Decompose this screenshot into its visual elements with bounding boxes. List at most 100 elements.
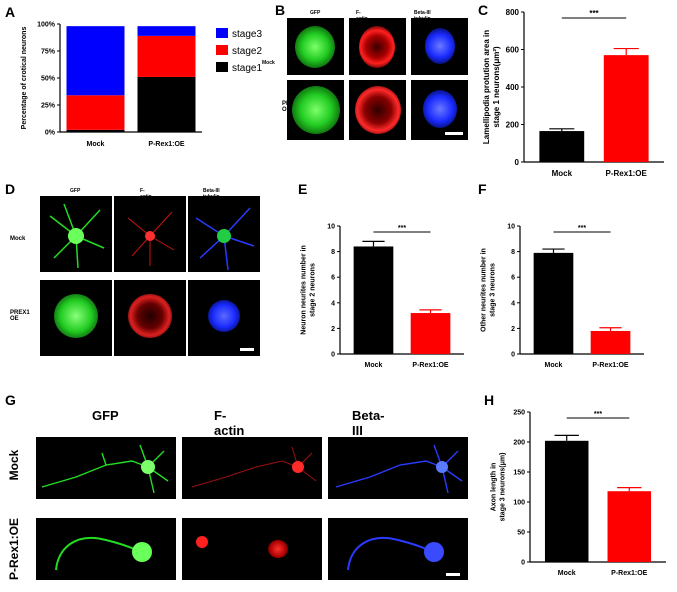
chart-a-y-label-text: Percentage of crotical neurons [21, 27, 28, 130]
d-oe-factin-image [114, 280, 186, 356]
panel-letter-f: F [478, 181, 487, 197]
d-oe-gfp-image [40, 280, 112, 356]
chart-f-x-tick-label: Mock [545, 362, 563, 369]
panel-letter-a: A [5, 4, 16, 20]
chart-c-x-tick-label: P-Rex1:OE [606, 169, 648, 178]
chart-f-bar-mock [533, 252, 574, 354]
d-mock-factin-image [114, 196, 186, 272]
chart-c-significance-label: *** [589, 9, 599, 18]
chart-e-y-tick-label: 0 [331, 351, 335, 358]
chart-c-bar-oe [603, 55, 649, 162]
b-mock-tubulin-image [411, 18, 468, 75]
chart-c-y-label-text: stage 1 neurons(μm²) [492, 46, 501, 128]
g-row-label-prex1-oe: P-Rex1:OE [7, 517, 21, 581]
panel-letter-d: D [5, 181, 16, 197]
b-row-label-mock: Mock [262, 60, 275, 66]
chart-c-y-label-text: Lamellipodia protution area in [482, 30, 491, 144]
chart-a-bar-stage1 [66, 129, 125, 132]
chart-h-y-tick-label: 150 [513, 469, 525, 476]
chart-a-y-tick-label: 25% [41, 103, 56, 110]
chart-e-y-tick-label: 6 [331, 275, 335, 282]
d-scale-bar [240, 348, 254, 351]
b-col-label-gfp: GFP [310, 10, 321, 16]
chart-a-legend-swatch [216, 28, 228, 38]
chart-h-y-label-text: Axon length in [491, 463, 498, 512]
g-mock-tubulin-image [328, 437, 468, 499]
chart-e-x-tick-label: P-Rex1:OE [412, 362, 449, 369]
g-col-label-gfp: GFP [92, 408, 119, 423]
b-oe-gfp-image [287, 80, 344, 140]
d-row-label-prex1-oe: PREX1 OE [10, 310, 30, 322]
chart-a-y-tick-label: 100% [37, 22, 56, 29]
g-scale-bar [446, 573, 460, 576]
b-oe-factin-image [349, 80, 406, 140]
b-mock-gfp-image [287, 18, 344, 75]
chart-c-y-tick-label: 600 [506, 45, 520, 54]
chart-a-x-tick-label: Mock [87, 141, 105, 148]
d-col-label-gfp: GFP [70, 188, 81, 194]
chart-c-bar-mock [539, 131, 585, 162]
chart-f-bar-oe [590, 330, 631, 354]
chart-a-bar-stage3 [66, 26, 125, 96]
chart-a-bar-stage3 [137, 26, 196, 36]
chart-h-x-tick-label: Mock [558, 570, 576, 577]
g-mock-gfp-image [36, 437, 176, 499]
chart-a-x-tick-label: P-Rex1:OE [148, 141, 185, 148]
chart-f-bar: 0 2 4 6 8 10 Other neurites number in stage 3 n… [481, 223, 644, 369]
panel-letter-c: C [478, 2, 489, 18]
chart-f-y-tick-label: 2 [511, 326, 515, 333]
chart-a-legend-label: stage1 [232, 63, 262, 74]
chart-f-y-tick-label: 0 [511, 351, 515, 358]
chart-h-y-tick-label: 200 [513, 439, 525, 446]
chart-a-legend-swatch [216, 45, 228, 55]
chart-e-bar-oe [410, 313, 451, 354]
chart-h-x-tick-label: P-Rex1:OE [611, 570, 648, 577]
chart-f-y-label-text: stage 3 neurons [490, 263, 497, 317]
chart-h-bar-mock [544, 440, 589, 562]
chart-e-significance-label: *** [398, 225, 406, 232]
chart-a-y-tick-label: 50% [41, 76, 56, 83]
d-oe-tubulin-image [188, 280, 260, 356]
chart-a-legend-label: stage3 [232, 29, 262, 40]
chart-f-y-label-text: Other neurites number in [481, 248, 488, 332]
chart-a-bar-stage2 [66, 95, 125, 130]
chart-c-bar: 0 200 400 600 800 Lamellipodia protution area… [482, 8, 664, 178]
chart-h-y-label-text: stage 3 neurons(μm) [500, 453, 507, 522]
b-oe-tubulin-image [411, 80, 468, 140]
g-col-label-factin: F-actin [214, 408, 245, 438]
d-mock-tubulin-image [188, 196, 260, 272]
chart-h-y-tick-label: 50 [517, 529, 525, 536]
chart-a-bar-stage1 [137, 76, 196, 132]
chart-a-y-label: Percentage of crotical neurons [21, 27, 28, 130]
chart-f-y-tick-label: 8 [511, 249, 515, 256]
chart-e-bar-mock [353, 246, 394, 354]
panel-letter-h: H [484, 392, 495, 408]
chart-f-y-label: Other neurites number in stage 3 neurons [481, 248, 497, 332]
chart-e-y-tick-label: 10 [327, 223, 335, 230]
panel-letter-g: G [5, 392, 16, 408]
b-scale-bar [445, 132, 463, 135]
chart-e-x-tick-label: Mock [365, 362, 383, 369]
chart-h-bar-oe [607, 491, 652, 562]
g-oe-tubulin-image [328, 518, 468, 580]
chart-a-legend-swatch [216, 62, 228, 72]
chart-f-y-tick-label: 6 [511, 275, 515, 282]
chart-a-stacked-bar: 0% 25% 50% 75% 100% Percentage of crotical ne… [21, 22, 262, 149]
chart-c-y-tick-label: 200 [506, 120, 520, 129]
chart-e-y-label-text: stage 2 neurons [310, 263, 317, 317]
chart-h-y-tick-label: 250 [513, 409, 525, 416]
chart-e-y-tick-label: 8 [331, 249, 335, 256]
chart-h-bar: 0 50 100 150 200 250 Axon length in stage 3 neu… [491, 409, 666, 577]
chart-a-legend-label: stage2 [232, 46, 262, 57]
g-row-label-mock: Mock [7, 449, 21, 481]
chart-h-y-tick-label: 0 [521, 559, 525, 566]
d-row-label-mock: Mock [10, 236, 26, 242]
b-mock-factin-image [349, 18, 406, 75]
chart-h-y-tick-label: 100 [513, 499, 525, 506]
chart-c-x-tick-label: Mock [552, 169, 573, 178]
chart-f-x-tick-label: P-Rex1:OE [592, 362, 629, 369]
chart-f-significance-label: *** [578, 225, 586, 232]
chart-e-y-label: Neuron neurites number in stage 2 neurons [301, 245, 317, 334]
chart-c-y-tick-label: 0 [515, 158, 520, 167]
chart-h-significance-label: *** [594, 411, 602, 418]
